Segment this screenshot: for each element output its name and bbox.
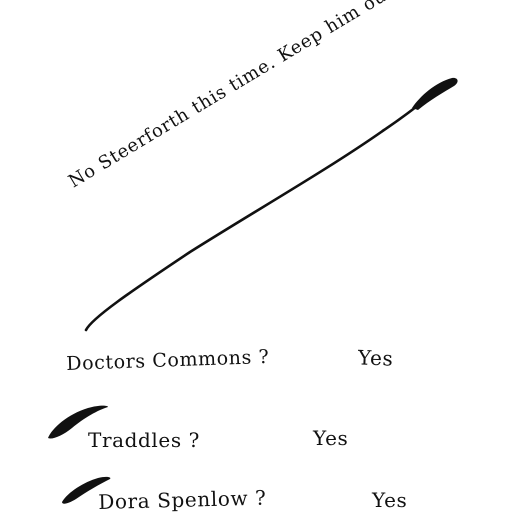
question-dora-spenlow: Dora Spenlow ? [97,485,267,512]
tick-mark-traddles [48,405,108,439]
answer-doctors-commons: Yes [357,345,394,371]
answer-dora-spenlow: Yes [372,488,408,512]
question-traddles: Traddles ? [88,428,201,452]
diagonal-strike-stroke [84,94,432,332]
stroke-blob-top [412,77,458,110]
answer-traddles: Yes [313,426,349,450]
tick-mark-dora [62,476,111,504]
